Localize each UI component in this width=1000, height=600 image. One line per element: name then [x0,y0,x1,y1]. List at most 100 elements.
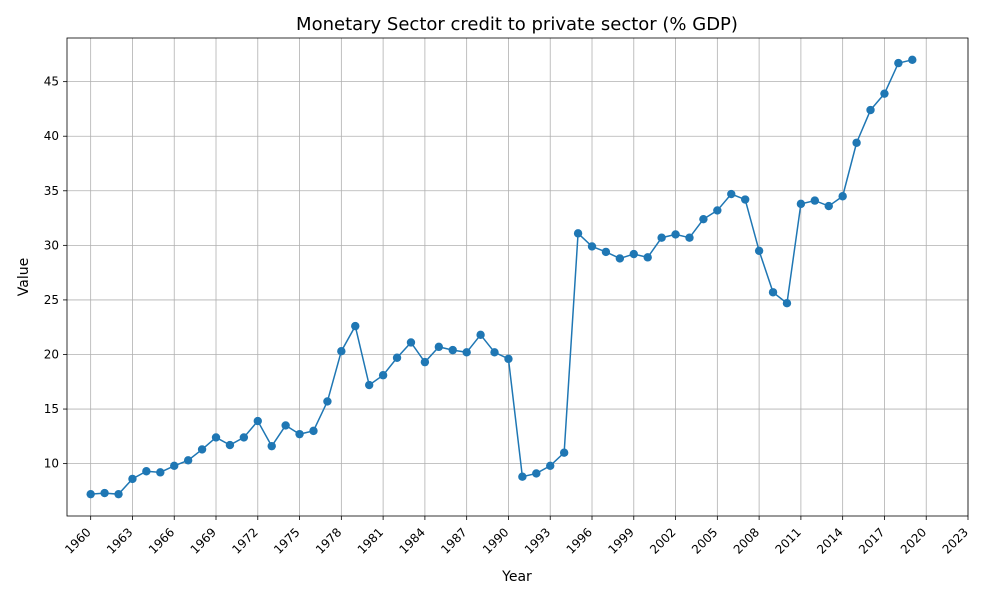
data-point [406,338,416,347]
y-tick-label: 30 [44,238,59,252]
x-tick-label: 1972 [229,525,260,556]
x-tick-label: 1975 [271,525,302,556]
data-point [866,105,875,115]
data-point [713,206,722,215]
data-point [364,380,374,390]
data-point [852,138,861,147]
data-point [434,342,444,352]
x-tick-label: 1999 [605,525,636,556]
data-point [504,354,513,364]
data-point [128,474,137,484]
data-point [908,55,917,65]
x-tick-label: 2020 [898,525,929,556]
x-axis-title: Year [501,569,532,585]
data-point [727,189,736,199]
data-point [894,58,903,68]
data-point [225,440,235,450]
data-point [462,348,471,357]
x-tick-label: 1990 [480,525,511,556]
data-point [239,433,249,442]
y-tick-label: 35 [44,184,59,198]
y-tick-label: 15 [44,402,59,416]
data-point [114,489,123,499]
data-point [880,89,889,98]
data-point [671,230,680,239]
series-group [86,55,917,499]
y-tick-label: 45 [44,75,59,89]
data-point [643,253,652,262]
data-point [587,242,597,251]
data-point [197,445,207,454]
data-point [309,426,318,436]
y-tick-label: 25 [44,293,59,307]
data-point [740,195,750,204]
data-point [546,461,555,470]
data-point [685,233,694,242]
data-point [782,298,792,308]
x-tick-label: 2011 [772,525,803,556]
data-point [142,467,151,476]
grid-lines [67,38,969,516]
data-point [629,249,638,259]
data-point [170,461,179,470]
x-tick-label: 1978 [313,525,344,556]
data-point [100,488,109,498]
data-point [448,345,457,355]
data-point [490,348,499,357]
x-tick-label: 1960 [62,525,93,556]
data-point [183,456,193,465]
x-axis: 1960 1963 1966 1969 1972 1975 1978 1981 1984 1987… [62,516,971,557]
x-tick-label: 1963 [104,525,135,556]
series-line [90,59,913,495]
data-point [532,469,541,478]
data-point [281,421,290,430]
data-point [699,214,708,224]
data-point [601,247,611,257]
x-tick-label: 2002 [647,525,678,556]
x-tick-label: 1987 [438,525,469,556]
data-point [810,196,820,205]
data-point [211,433,221,442]
data-point [253,416,262,426]
y-axis-title: Value [16,258,32,296]
plot-frame [66,37,969,517]
x-tick-label: 1996 [564,525,595,556]
data-point [476,330,485,340]
data-point [573,229,583,238]
data-point [420,357,430,367]
x-tick-label: 2014 [814,525,845,556]
x-tick-label: 1969 [188,525,219,556]
x-tick-label: 1981 [355,525,386,556]
data-point [824,201,833,211]
y-axis: 10 15 20 25 30 35 40 45 [44,75,67,471]
chart-title: Monetary Sector credit to private sector… [296,14,738,35]
y-tick-label: 20 [44,347,59,361]
data-point [86,489,95,499]
data-point [796,199,806,209]
data-point [156,468,165,477]
data-point [518,472,527,481]
data-point [392,353,402,362]
x-tick-label: 2017 [856,525,887,556]
y-tick-label: 10 [44,457,59,471]
x-tick-label: 2008 [731,525,762,556]
data-point [768,288,778,297]
data-point [754,246,764,256]
data-point [559,448,569,457]
data-point [838,192,847,201]
x-tick-label: 2023 [940,525,971,556]
data-point [378,371,388,380]
y-tick-label: 40 [44,129,59,143]
x-tick-label: 1966 [146,525,177,556]
data-point [337,347,346,356]
data-point [295,429,304,439]
x-tick-label: 2005 [689,525,720,556]
data-point [657,233,666,242]
data-point [323,397,332,406]
data-point [615,254,625,263]
x-tick-label: 1993 [522,525,553,556]
data-point [267,441,276,451]
x-tick-label: 1984 [396,525,427,556]
data-point [351,321,360,331]
